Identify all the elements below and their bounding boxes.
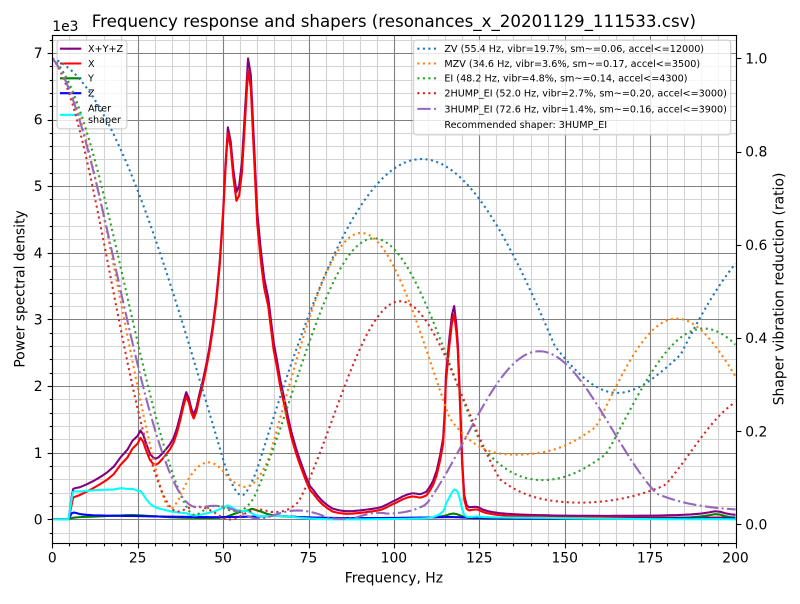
x-tick-label: 50 [214, 551, 232, 567]
x-tick-label: 150 [551, 551, 577, 567]
y2-tick-label: 0.2 [745, 424, 767, 440]
y-tick-label: 2 [34, 379, 43, 395]
y2-tick-label: 1.0 [745, 51, 767, 67]
legend-left-entry-label: X [88, 59, 95, 70]
tick-labels: 0 25 50 75 100 125 150 175 200 0 1 2 3 4 5 6 7 0.0 0.2 0.4 0… [34, 46, 768, 567]
x-tick-label: 25 [129, 551, 147, 567]
shaper-curve-3hump-ei [52, 57, 736, 520]
y-tick-label: 6 [34, 113, 43, 129]
y-tick-label: 1 [34, 446, 43, 462]
psd-curves-layer [52, 57, 736, 521]
legend-left-entry-label: Y [87, 74, 94, 85]
x-axis-label: Frequency, Hz [345, 570, 443, 586]
shaper-curve-2hump-ei [52, 57, 736, 521]
legend-right-entry-label: 3HUMP_EI (72.6 Hz, vibr=1.4%, sm~=0.16, … [444, 104, 727, 115]
legend-right-entry-label: ZV (55.4 Hz, vibr=19.7%, sm~=0.06, accel… [444, 44, 704, 55]
y2-tick-label: 0.8 [745, 145, 767, 161]
y-axis-label-left: Power spectral density [13, 210, 29, 367]
y2-tick-label: 0.0 [745, 517, 767, 533]
x-tick-label: 200 [722, 551, 748, 567]
y2-tick-label: 0.4 [745, 331, 767, 347]
legend-right-entry-label: 2HUMP_EI (52.0 Hz, vibr=2.7%, sm~=0.20, … [444, 89, 727, 100]
shaper-curves-layer [52, 57, 736, 521]
legend-right-entry-label: MZV (34.6 Hz, vibr=3.6%, sm~=0.17, accel… [444, 59, 700, 70]
legend-left-entry-label: X+Y+Z [88, 44, 124, 55]
y-axis-offset-text: 1e3 [52, 19, 78, 35]
x-tick-label: 0 [48, 551, 57, 567]
legend-right-entry-label: EI (48.2 Hz, vibr=4.8%, sm~=0.14, accel<… [444, 74, 687, 85]
y-tick-label: 5 [34, 179, 43, 195]
y-tick-label: 7 [34, 46, 43, 62]
y-tick-label: 3 [34, 312, 43, 328]
legend-right-frame [412, 39, 732, 136]
legend-left-entry-label: shaper [88, 115, 121, 126]
x-tick-label: 125 [466, 551, 492, 567]
ticks [47, 39, 742, 549]
x-tick-label: 100 [381, 551, 407, 567]
psd-curve-x-y-z [52, 57, 736, 521]
grid-layer [51, 35, 738, 544]
legend-left-entry-label: Z [88, 89, 95, 100]
legend-right: ZV (55.4 Hz, vibr=19.7%, sm~=0.06, accel… [412, 39, 732, 136]
y-tick-label: 4 [34, 246, 43, 262]
axes-layer: 0 25 50 75 100 125 150 175 200 0 1 2 3 4 5 6 7 0.0 0.2 0.4 0… [34, 34, 768, 567]
y-tick-label: 0 [34, 512, 43, 528]
y-axis-label-right: Shaper vibration reduction (ratio) [771, 173, 787, 406]
legend-right-entry-label: Recommended shaper: 3HUMP_EI [444, 120, 607, 131]
chart-title: Frequency response and shapers (resonanc… [92, 12, 696, 32]
x-tick-label: 175 [637, 551, 663, 567]
legend-left-entry-label: After [88, 103, 111, 114]
y2-tick-label: 0.6 [745, 238, 767, 254]
psd-curve-x [52, 69, 736, 521]
shaper-curve-mzv [52, 57, 736, 510]
x-tick-label: 75 [300, 551, 318, 567]
psd-curve-after-shaper [52, 487, 736, 521]
